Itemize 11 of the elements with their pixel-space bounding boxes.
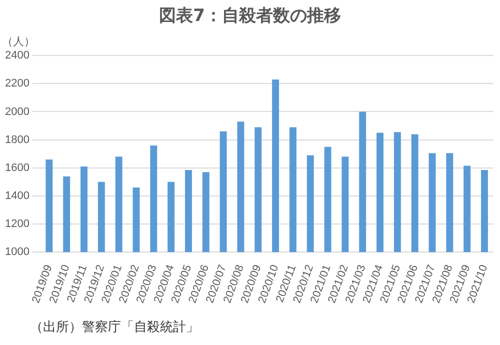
y-axis-title: （人） (2, 34, 35, 49)
y-tick-label: 1800 (4, 134, 30, 146)
y-tick-label: 2200 (4, 78, 30, 90)
y-tick-label: 2000 (4, 106, 30, 118)
y-tick-label: 1000 (4, 246, 30, 258)
y-tick-label: 1600 (4, 162, 30, 174)
text: （出所）警察庁「自殺統計」 (30, 319, 199, 336)
y-tick-label: 1400 (4, 190, 30, 202)
y-tick-label: 2400 (4, 50, 30, 62)
y-tick-label: 1200 (4, 218, 30, 230)
chart-title: 図表7：自殺者数の推移 (158, 5, 342, 27)
